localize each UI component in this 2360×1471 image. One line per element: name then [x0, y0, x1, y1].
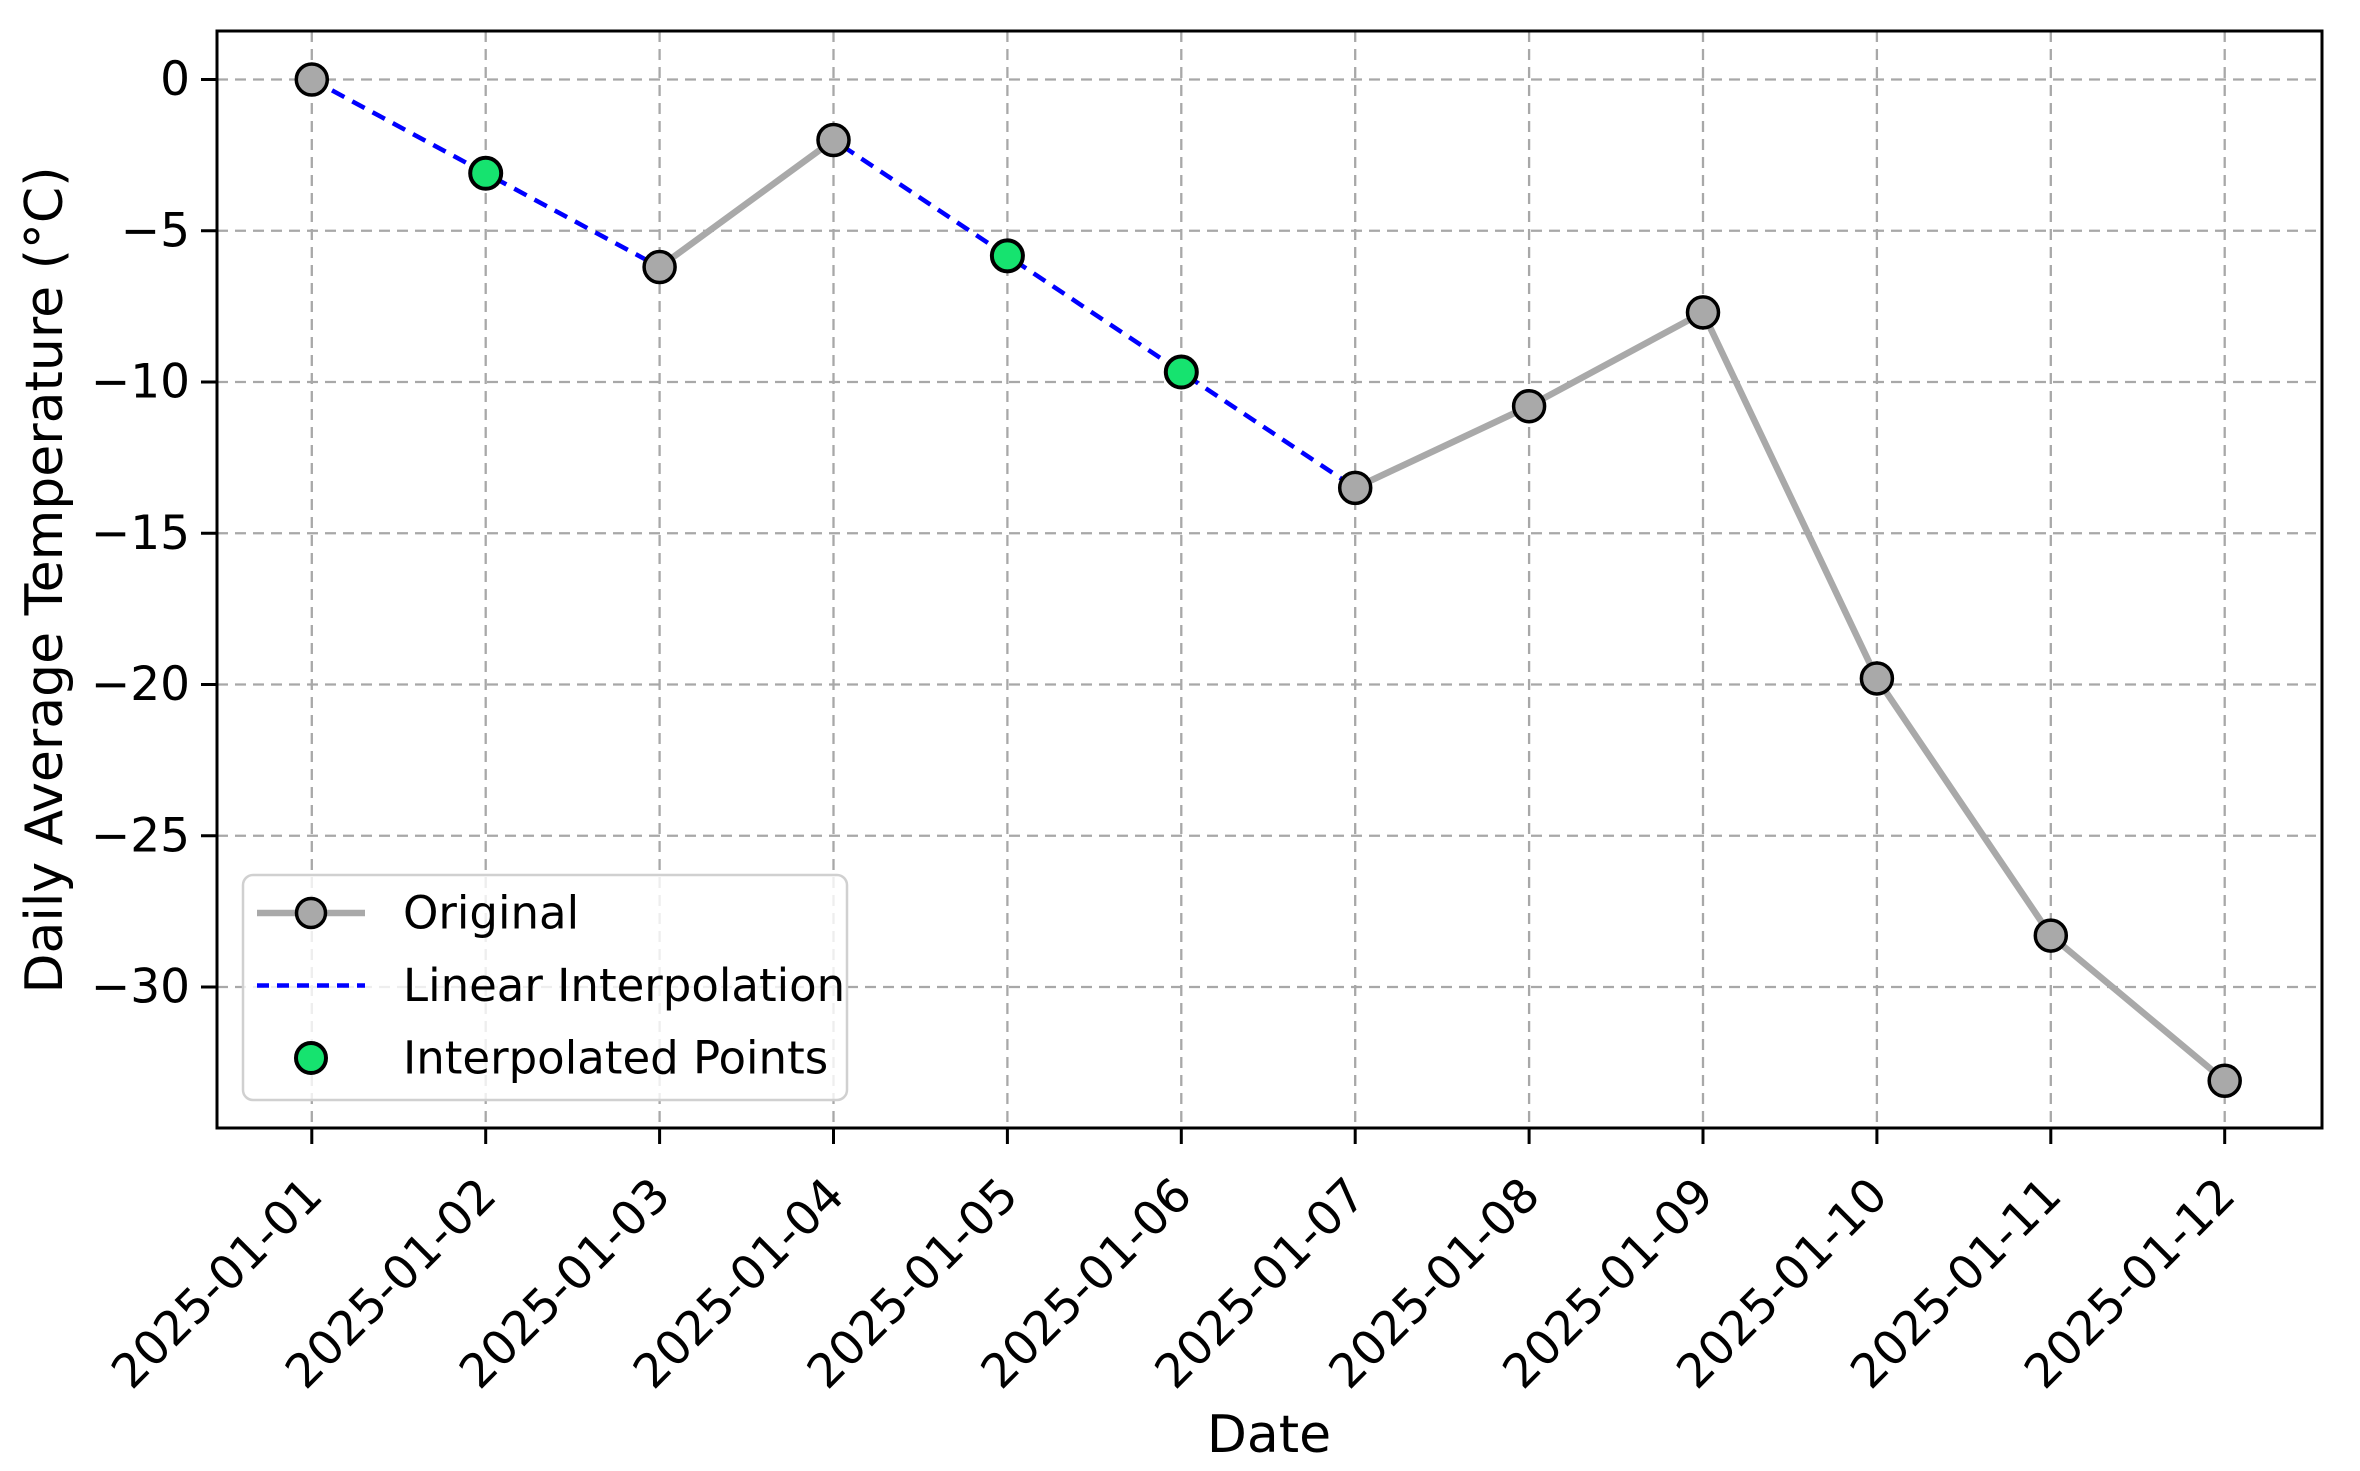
- point-original-2025-01-07: [1337, 470, 1373, 506]
- y-tick-label-0: 0: [160, 52, 190, 107]
- point-original-2025-01-09: [1685, 295, 1721, 330]
- point-original-2025-01-12: [2207, 1063, 2242, 1099]
- y-tick-label--10: −10: [91, 355, 190, 410]
- y-tick-label--30: −30: [91, 960, 190, 1015]
- point-original-2025-01-10: [1859, 661, 1895, 696]
- legend-label-original: Original: [403, 887, 579, 940]
- point-original-2025-01-11: [2033, 918, 2069, 953]
- point-original-2025-01-04: [816, 122, 851, 158]
- point-interpolated-2025-01-05: [989, 238, 1025, 274]
- axes: [201, 29, 2324, 1144]
- y-tick-label--20: −20: [91, 657, 190, 712]
- legend-label-interpolated-points: Interpolated Points: [403, 1032, 828, 1085]
- data-series: [294, 62, 2242, 1099]
- x-axis-label: Date: [1207, 1405, 1331, 1465]
- point-original-2025-01-08: [1511, 388, 1547, 424]
- point-interpolated-2025-01-06: [1163, 354, 1199, 390]
- y-tick-label--5: −5: [121, 203, 190, 258]
- series-line-original: [656, 136, 2228, 1085]
- y-tick-label--15: −15: [91, 506, 190, 561]
- point-interpolated-2025-01-02: [468, 155, 504, 191]
- point-original-2025-01-01: [294, 62, 330, 97]
- series-line-linear-interpolation: [310, 77, 2227, 1083]
- legend-sample-interpolated-marker-icon: [294, 1041, 328, 1075]
- legend: Original Linear Interpolation Interpolated…: [241, 873, 849, 1102]
- legend-sample-original-marker-icon: [294, 896, 328, 930]
- y-axis-label: Daily Average Temperature (°C): [15, 167, 75, 994]
- gridlines: [217, 31, 2322, 1128]
- legend-label-linear-interpolation: Linear Interpolation: [403, 959, 845, 1012]
- legend-box: [241, 873, 849, 1102]
- y-tick-label--25: −25: [91, 808, 190, 863]
- point-original-2025-01-03: [642, 249, 677, 285]
- plot-border: [215, 29, 2324, 1130]
